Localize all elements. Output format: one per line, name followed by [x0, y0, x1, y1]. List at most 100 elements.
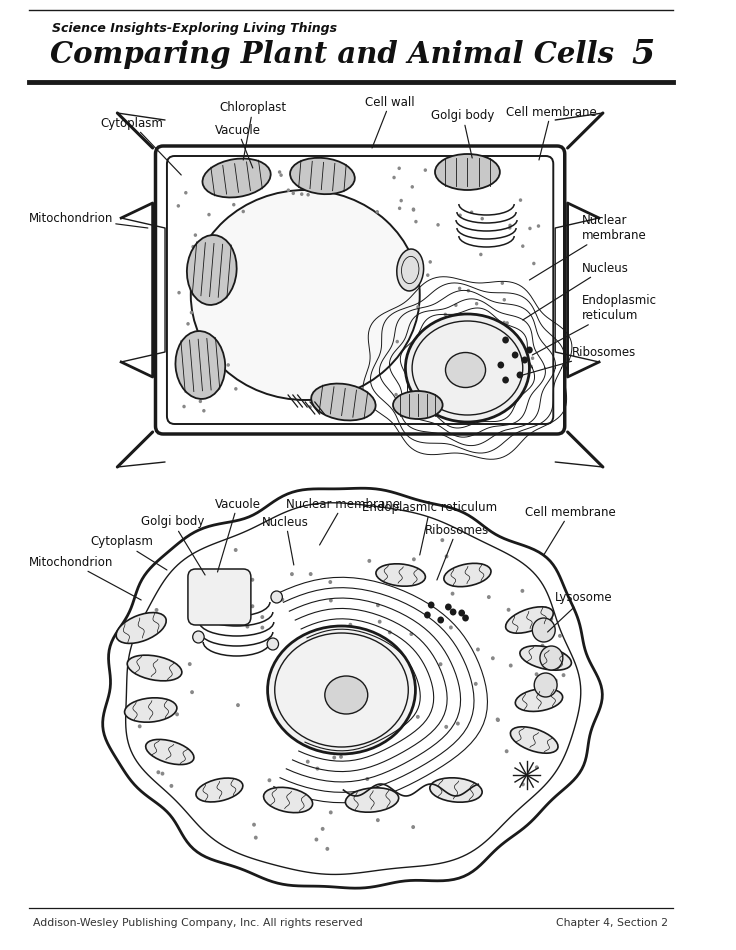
- Circle shape: [193, 631, 204, 643]
- Circle shape: [184, 191, 188, 195]
- Text: Vacuole: Vacuole: [215, 124, 261, 168]
- Circle shape: [261, 626, 264, 630]
- Circle shape: [436, 223, 439, 227]
- Circle shape: [392, 176, 396, 180]
- Circle shape: [454, 303, 458, 307]
- Text: Science Insights-Exploring Living Things: Science Insights-Exploring Living Things: [52, 22, 338, 35]
- Circle shape: [155, 608, 158, 612]
- Circle shape: [540, 646, 563, 670]
- Ellipse shape: [175, 331, 225, 399]
- Circle shape: [177, 291, 181, 294]
- Circle shape: [157, 770, 160, 774]
- Circle shape: [259, 183, 262, 187]
- Ellipse shape: [510, 727, 558, 753]
- Circle shape: [169, 784, 173, 788]
- Text: Vacuole: Vacuole: [215, 498, 261, 572]
- Circle shape: [428, 260, 432, 264]
- Circle shape: [375, 210, 379, 214]
- Circle shape: [456, 722, 460, 726]
- Circle shape: [188, 390, 191, 393]
- Circle shape: [190, 690, 194, 694]
- Ellipse shape: [202, 159, 271, 198]
- FancyBboxPatch shape: [155, 146, 565, 434]
- Circle shape: [439, 662, 442, 666]
- Text: Cell membrane: Cell membrane: [506, 105, 596, 160]
- Circle shape: [506, 608, 511, 612]
- Ellipse shape: [506, 607, 553, 634]
- Circle shape: [445, 725, 448, 729]
- Circle shape: [509, 223, 512, 227]
- Ellipse shape: [263, 788, 313, 812]
- Text: Cell wall: Cell wall: [365, 96, 415, 148]
- Circle shape: [241, 210, 245, 214]
- Circle shape: [267, 778, 272, 782]
- Circle shape: [414, 219, 417, 223]
- Circle shape: [519, 199, 523, 202]
- Circle shape: [333, 755, 336, 760]
- Circle shape: [458, 287, 461, 291]
- Circle shape: [177, 367, 180, 370]
- Ellipse shape: [445, 352, 486, 388]
- Text: Mitochondrion: Mitochondrion: [29, 556, 141, 600]
- Text: Golgi body: Golgi body: [431, 109, 495, 158]
- Circle shape: [376, 818, 380, 822]
- Circle shape: [208, 371, 211, 375]
- Circle shape: [520, 386, 523, 390]
- Circle shape: [138, 724, 141, 729]
- Text: Nucleus: Nucleus: [262, 516, 309, 565]
- Circle shape: [437, 617, 444, 623]
- Circle shape: [424, 168, 427, 172]
- Circle shape: [554, 678, 558, 682]
- Circle shape: [186, 322, 190, 326]
- Text: Lysosome: Lysosome: [548, 592, 613, 632]
- Text: Cell membrane: Cell membrane: [525, 505, 615, 555]
- Circle shape: [395, 340, 399, 343]
- Text: Addison-Wesley Publishing Company, Inc. All rights reserved: Addison-Wesley Publishing Company, Inc. …: [33, 918, 363, 928]
- Circle shape: [274, 702, 277, 706]
- Circle shape: [306, 760, 310, 764]
- Circle shape: [194, 234, 197, 237]
- Circle shape: [280, 598, 284, 601]
- Circle shape: [412, 208, 415, 212]
- Text: Chloroplast: Chloroplast: [219, 102, 286, 160]
- Circle shape: [535, 766, 539, 770]
- Text: Endoplasmic reticulum: Endoplasmic reticulum: [363, 502, 498, 555]
- Ellipse shape: [520, 646, 571, 670]
- Circle shape: [400, 199, 403, 202]
- Circle shape: [227, 363, 230, 367]
- Circle shape: [232, 203, 236, 206]
- Circle shape: [199, 400, 202, 403]
- Circle shape: [312, 400, 316, 404]
- Circle shape: [417, 305, 420, 309]
- Circle shape: [160, 771, 164, 775]
- Circle shape: [462, 615, 469, 621]
- Circle shape: [428, 601, 434, 609]
- Circle shape: [424, 612, 431, 618]
- Circle shape: [470, 211, 473, 214]
- Text: Nuclear
membrane: Nuclear membrane: [529, 214, 647, 280]
- Circle shape: [521, 783, 525, 787]
- Circle shape: [394, 392, 397, 396]
- Circle shape: [411, 825, 415, 829]
- Circle shape: [280, 173, 283, 177]
- Circle shape: [290, 572, 294, 576]
- Circle shape: [487, 595, 491, 599]
- Circle shape: [500, 281, 504, 285]
- Circle shape: [528, 227, 531, 230]
- Circle shape: [540, 644, 545, 648]
- Circle shape: [267, 638, 278, 650]
- Circle shape: [496, 718, 500, 722]
- Circle shape: [239, 609, 243, 613]
- Text: Chapter 4, Section 2: Chapter 4, Section 2: [556, 918, 668, 928]
- Circle shape: [492, 319, 495, 322]
- Circle shape: [426, 274, 430, 277]
- Ellipse shape: [393, 391, 442, 419]
- Circle shape: [459, 214, 461, 218]
- Circle shape: [544, 606, 548, 610]
- Circle shape: [409, 632, 413, 636]
- Circle shape: [325, 846, 329, 851]
- Circle shape: [328, 580, 332, 584]
- Circle shape: [388, 631, 392, 635]
- Circle shape: [246, 624, 250, 629]
- Circle shape: [506, 321, 509, 325]
